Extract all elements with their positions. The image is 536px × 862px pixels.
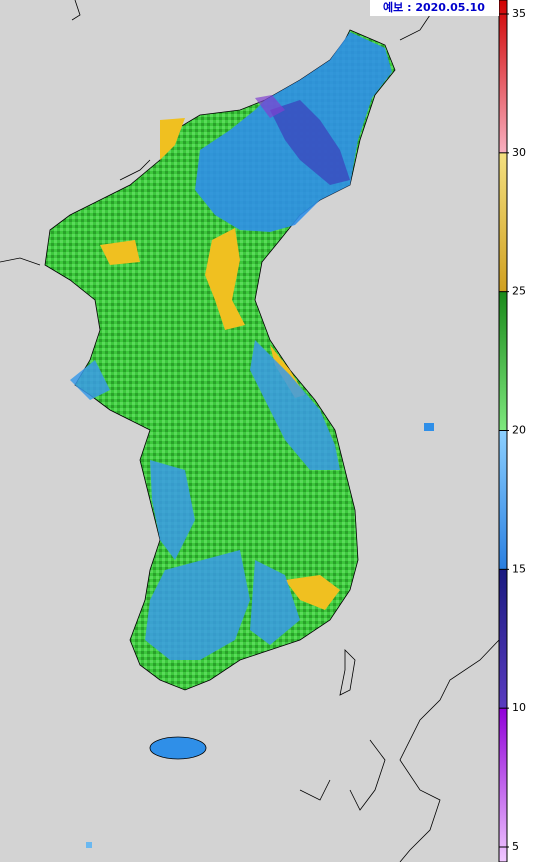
colorbar-segment (499, 291, 507, 431)
colorbar-tick-label: 20 (512, 424, 526, 437)
colorbar-tick-label: 10 (512, 701, 526, 714)
coastlines (0, 0, 500, 862)
forecast-date: 예보 : 2020.05.10 (383, 0, 485, 14)
colorbar-segment (499, 152, 507, 292)
colorbar-border (498, 0, 508, 862)
colorbar-tick-label: 35 (512, 7, 526, 20)
colorbar: 5 10 15 20 25 30 35 (498, 0, 536, 862)
colorbar-segment (499, 708, 507, 862)
colorbar-tick-label: 15 (512, 562, 526, 575)
colorbar-segment (499, 569, 507, 709)
land-mass (44, 29, 434, 848)
date-box (370, 0, 499, 16)
colorbar-tick-label: 25 (512, 285, 526, 298)
colorbar-tick-label: 5 (512, 840, 519, 853)
colorbar-segment (499, 430, 507, 570)
colorbar-tick-label: 30 (512, 146, 526, 159)
colorbar-segment (499, 0, 507, 153)
